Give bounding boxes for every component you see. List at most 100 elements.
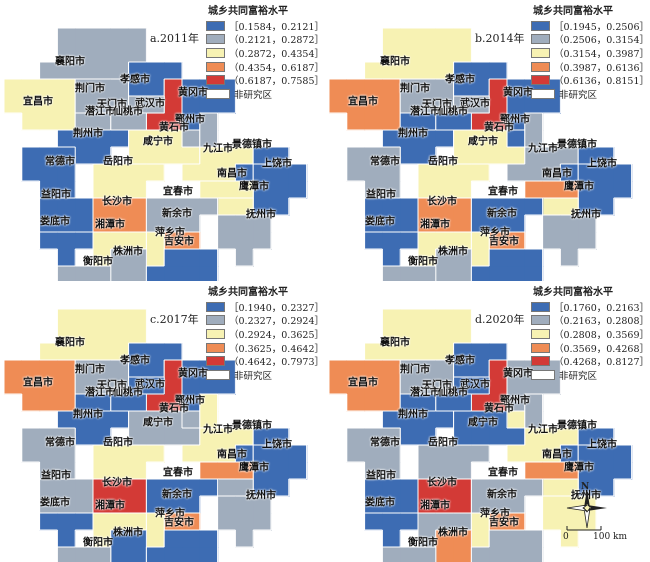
legend-range-label: ［0.1945，0.2506］ (554, 21, 649, 33)
city-label-xiangyang: 襄阳市 (380, 337, 410, 349)
city-label-yueyang: 岳阳市 (428, 437, 458, 449)
legend-item-non-study: 非研究区 (531, 368, 649, 382)
legend-item: （0.2872，0.4354］ (206, 46, 324, 60)
legend-range-label: （0.2808，0.3569］ (554, 329, 649, 341)
legend-range-label: （0.4268，0.8127］ (554, 357, 649, 369)
legend-swatch (531, 88, 555, 99)
city-label-xiaogan: 孝感市 (120, 355, 150, 367)
city-label-yichang: 宜昌市 (23, 96, 53, 108)
legend-item: （0.2506，0.3154］ (531, 33, 649, 47)
region-xianning (128, 129, 201, 165)
legend-item: ［0.1945，0.2506］ (531, 19, 649, 33)
city-label-wuhan: 武汉市 (135, 379, 165, 391)
city-label-huangshi: 黄石市 (159, 403, 189, 415)
legend-swatch (531, 356, 551, 367)
city-label-fuzhou: 抚州市 (571, 209, 601, 221)
city-label-jingzhou: 荆州市 (398, 128, 428, 140)
city-label-yichang: 宜昌市 (348, 377, 378, 389)
region-xiangyang (39, 27, 147, 80)
region-xiaogan (128, 61, 183, 97)
legend-item: （0.2327，0.2924］ (206, 314, 324, 328)
city-label-qianjiang: 潜江市 (85, 387, 115, 399)
panel-title: b.2014年 (475, 32, 525, 45)
region-xiangyang (364, 308, 472, 361)
city-label-yingtan: 鹰潭市 (564, 462, 594, 474)
region-tianmen (453, 95, 490, 114)
city-label-xiangyang: 襄阳市 (55, 56, 85, 68)
legend-item: （0.3154，0.3987］ (531, 46, 649, 60)
legend-swatch (531, 342, 551, 353)
city-label-tianmen: 天门市 (97, 99, 127, 111)
city-label-jiujiang: 九江市 (528, 143, 558, 155)
legend-title: 城乡共同富裕水平 (533, 287, 613, 298)
region-jingmen (74, 359, 130, 395)
legend-item-non-study: 非研究区 (206, 87, 324, 101)
region-hengyang (381, 546, 437, 562)
city-label-nanchang: 南昌市 (217, 168, 247, 180)
city-label-yueyang: 岳阳市 (103, 156, 133, 168)
scale-bar-and-north-arrow (566, 488, 607, 531)
choropleth-map (3, 27, 308, 281)
city-label-ezhou: 鄂州市 (175, 114, 205, 126)
legend-range-label: ［0.1940，0.2327］ (229, 302, 324, 314)
city-label-changsha: 长沙市 (102, 477, 132, 489)
city-label-pingxiang: 萍乡市 (155, 227, 185, 239)
city-label-changsha: 长沙市 (427, 196, 457, 208)
legend-title: 城乡共同富裕水平 (533, 6, 613, 17)
city-label-jingzhou: 荆州市 (73, 128, 103, 140)
region-jingzhou (56, 129, 130, 165)
legend-swatch (206, 20, 226, 31)
city-label-yiyang: 益阳市 (41, 189, 71, 201)
city-label-xiaogan: 孝感市 (445, 74, 475, 86)
region-xiangyang (39, 308, 147, 361)
choropleth-map (328, 27, 633, 281)
region-jingdezhen (559, 427, 615, 463)
region-wuhan (470, 359, 508, 412)
city-label-changde: 常德市 (370, 437, 400, 449)
legend: 城乡共同富裕水平 ［0.1945，0.2506］ （0.2506，0.3154］ （0… (531, 2, 649, 101)
city-label-jian: 吉安市 (489, 517, 519, 529)
legend-item: （0.2121，0.2872］ (206, 33, 324, 46)
choropleth-map (328, 308, 633, 562)
city-label-xinyu: 新余市 (487, 208, 517, 220)
legend-swatch (531, 61, 551, 72)
legend-item: （0.2163，0.2808］ (531, 314, 649, 327)
north-arrow-icon (584, 488, 590, 508)
city-label-loudi: 娄底市 (40, 497, 70, 509)
region-xiangtan (417, 512, 472, 548)
legend-range-label: （0.2872，0.4354］ (229, 48, 324, 60)
city-label-ezhou: 鄂州市 (500, 114, 530, 126)
legend-swatch (206, 342, 226, 353)
city-label-fuzhou: 抚州市 (246, 490, 276, 502)
region-xiantao (435, 393, 472, 412)
region-zhuzhou (435, 248, 472, 281)
legend-swatch (531, 75, 551, 86)
panel-title: d.2020年 (475, 313, 525, 326)
city-label-xiangtan: 湘潭市 (420, 219, 450, 231)
city-label-ezhou: 鄂州市 (500, 395, 530, 407)
city-label-jian: 吉安市 (164, 236, 194, 248)
legend-swatch (206, 315, 226, 326)
city-label-yichun: 宜春市 (163, 467, 193, 479)
legend-title: 城乡共同富裕水平 (208, 6, 288, 17)
region-changsha (92, 478, 147, 514)
legend-swatch (206, 75, 226, 86)
legend-swatch (531, 301, 551, 312)
legend-item: ［0.1584，0.2121］ (206, 19, 324, 33)
city-label-loudi: 娄底市 (365, 497, 395, 509)
city-label-xianning: 咸宁市 (143, 136, 173, 148)
city-label-shangrao: 上饶市 (262, 439, 292, 451)
region-qianjiang (399, 393, 437, 412)
legend-item: ［0.1940，0.2327］ (206, 300, 324, 314)
legend-swatch (531, 328, 551, 339)
region-yichang (328, 78, 401, 131)
legend-range-label: （0.2327，0.2924］ (229, 316, 324, 328)
city-label-changsha: 长沙市 (102, 196, 132, 208)
legend-range-label: （0.2506，0.3154］ (554, 35, 649, 47)
city-label-hengyang: 衡阳市 (408, 537, 438, 549)
city-label-shangrao: 上饶市 (587, 439, 617, 451)
city-label-shangrao: 上饶市 (262, 158, 292, 170)
city-label-huanggang: 黄冈市 (503, 368, 533, 380)
legend-swatch (206, 61, 226, 72)
city-label-yingtan: 鹰潭市 (239, 181, 269, 193)
